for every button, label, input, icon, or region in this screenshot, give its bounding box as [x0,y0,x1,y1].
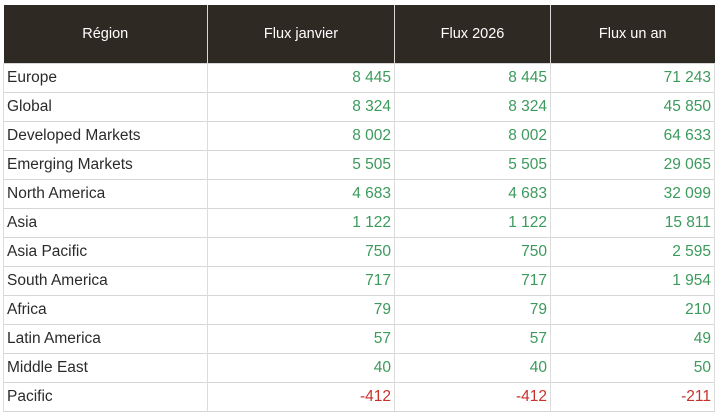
flux-2026-cell: 1 122 [395,209,551,238]
flux-janvier-cell: 8 324 [208,93,395,122]
header-flux-un-an[interactable]: Flux un an [551,5,715,64]
flux-un-an-cell: 45 850 [551,93,715,122]
header-flux-2026[interactable]: Flux 2026 [395,5,551,64]
table-row: Asia 1 122 1 122 15 811 [4,209,715,238]
flux-janvier-cell: 750 [208,238,395,267]
region-cell: Asia [4,209,208,238]
table-row: Middle East 40 40 50 [4,354,715,383]
table-row: Europe 8 445 8 445 71 243 [4,64,715,93]
header-region[interactable]: Région [4,5,208,64]
flux-un-an-cell: 71 243 [551,64,715,93]
region-cell: Africa [4,296,208,325]
flux-janvier-cell: 717 [208,267,395,296]
region-cell: Developed Markets [4,122,208,151]
flux-janvier-cell: 57 [208,325,395,354]
table-row: North America 4 683 4 683 32 099 [4,180,715,209]
flux-un-an-cell: -211 [551,383,715,412]
flux-un-an-cell: 1 954 [551,267,715,296]
flux-un-an-cell: 32 099 [551,180,715,209]
flux-janvier-cell: 8 002 [208,122,395,151]
table-row: Developed Markets 8 002 8 002 64 633 [4,122,715,151]
table-row: Latin America 57 57 49 [4,325,715,354]
region-cell: Europe [4,64,208,93]
flux-2026-cell: 57 [395,325,551,354]
flux-janvier-cell: 1 122 [208,209,395,238]
table-row: Asia Pacific 750 750 2 595 [4,238,715,267]
header-flux-janvier[interactable]: Flux janvier [208,5,395,64]
flows-table: Région Flux janvier Flux 2026 Flux un an… [3,5,715,412]
region-cell: Middle East [4,354,208,383]
table-row: Africa 79 79 210 [4,296,715,325]
table-row: Pacific -412 -412 -211 [4,383,715,412]
flux-janvier-cell: 79 [208,296,395,325]
region-cell: North America [4,180,208,209]
flows-table-container: Région Flux janvier Flux 2026 Flux un an… [3,5,714,412]
table-row: Global 8 324 8 324 45 850 [4,93,715,122]
flux-2026-cell: 8 324 [395,93,551,122]
flux-2026-cell: -412 [395,383,551,412]
region-cell: Asia Pacific [4,238,208,267]
flux-un-an-cell: 49 [551,325,715,354]
flux-un-an-cell: 2 595 [551,238,715,267]
flux-janvier-cell: 5 505 [208,151,395,180]
header-row: Région Flux janvier Flux 2026 Flux un an [4,5,715,64]
flux-2026-cell: 717 [395,267,551,296]
flux-2026-cell: 4 683 [395,180,551,209]
region-cell: South America [4,267,208,296]
region-cell: Emerging Markets [4,151,208,180]
flux-2026-cell: 8 445 [395,64,551,93]
flux-2026-cell: 40 [395,354,551,383]
flux-janvier-cell: 4 683 [208,180,395,209]
table-header: Région Flux janvier Flux 2026 Flux un an [4,5,715,64]
region-cell: Pacific [4,383,208,412]
flux-un-an-cell: 15 811 [551,209,715,238]
flux-2026-cell: 79 [395,296,551,325]
region-cell: Latin America [4,325,208,354]
region-cell: Global [4,93,208,122]
table-body: Europe 8 445 8 445 71 243 Global 8 324 8 324 45… [4,64,715,412]
flux-2026-cell: 8 002 [395,122,551,151]
table-row: Emerging Markets 5 505 5 505 29 065 [4,151,715,180]
flux-janvier-cell: 40 [208,354,395,383]
flux-janvier-cell: -412 [208,383,395,412]
table-row: South America 717 717 1 954 [4,267,715,296]
flux-un-an-cell: 64 633 [551,122,715,151]
flux-2026-cell: 5 505 [395,151,551,180]
flux-2026-cell: 750 [395,238,551,267]
flux-un-an-cell: 29 065 [551,151,715,180]
flux-janvier-cell: 8 445 [208,64,395,93]
flux-un-an-cell: 210 [551,296,715,325]
flux-un-an-cell: 50 [551,354,715,383]
